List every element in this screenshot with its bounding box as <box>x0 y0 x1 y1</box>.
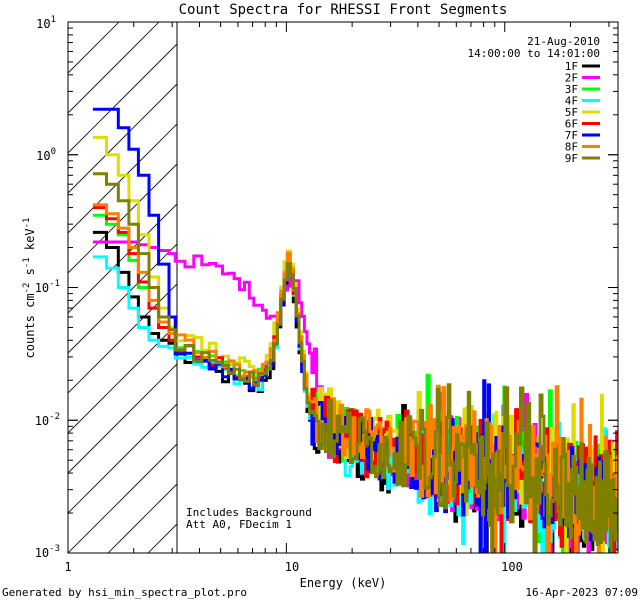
hatch-line <box>68 403 177 514</box>
legend-label-3F: 3F <box>565 83 578 96</box>
legend-label-2F: 2F <box>565 72 578 85</box>
legend-label-6F: 6F <box>565 118 578 131</box>
annotation-attenuator: Att A0, FDecim 1 <box>186 518 292 531</box>
x-axis-ticks <box>67 22 610 553</box>
hatch-line <box>68 243 177 354</box>
time-range-label: 14:00:00 to 14:01:00 <box>468 47 600 60</box>
x-tick-label-100: 100 <box>501 560 523 574</box>
hatch-line <box>68 443 177 553</box>
annotation-background: Includes Background <box>186 506 312 519</box>
legend-label-7F: 7F <box>565 129 578 142</box>
y-tick-label-1e-1: 10-1 <box>35 279 60 295</box>
footer-generated-by: Generated by hsi_min_spectra_plot.pro <box>2 586 247 599</box>
legend-label-1F: 1F <box>565 60 578 73</box>
y-tick-labels: 101 100 10-1 10-2 10-3 <box>35 15 60 560</box>
legend-label-5F: 5F <box>565 106 578 119</box>
date-label: 21-Aug-2010 <box>527 35 600 48</box>
y-axis-ticks <box>68 21 618 554</box>
series-9F <box>92 172 618 553</box>
hatch-line <box>68 283 177 394</box>
y-tick-label-1e1: 101 <box>36 15 56 31</box>
x-tick-labels: 1 10 100 <box>64 560 522 574</box>
y-tick-label-1e0: 100 <box>36 147 56 163</box>
y-axis-label: counts cm-2 s-1 keV-1 <box>22 218 37 359</box>
hatch-line <box>68 22 160 114</box>
series-layer <box>92 107 618 553</box>
legend-label-9F: 9F <box>565 152 578 165</box>
x-tick-label-10: 10 <box>285 560 299 574</box>
footer-timestamp: 16-Apr-2023 07:09 <box>525 586 638 599</box>
hatch-line <box>68 203 177 314</box>
x-axis-label: Energy (keV) <box>300 576 387 590</box>
series-6F <box>92 206 618 553</box>
x-tick-label-1: 1 <box>64 560 71 574</box>
y-tick-label-1e-2: 10-2 <box>35 412 60 428</box>
hatch-line <box>68 83 177 194</box>
chart-title: Count Spectra for RHESSI Front Segments <box>179 2 508 18</box>
legend-label-4F: 4F <box>565 95 578 108</box>
hatch-line <box>68 363 177 474</box>
y-tick-label-1e-3: 10-3 <box>35 544 60 560</box>
legend-label-8F: 8F <box>565 141 578 154</box>
